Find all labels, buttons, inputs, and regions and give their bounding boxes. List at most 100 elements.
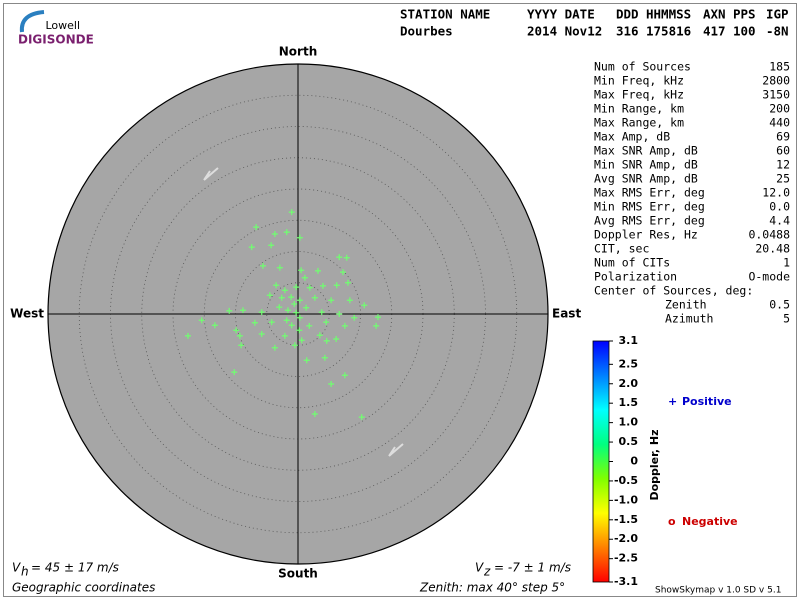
stat-label: Min SNR Amp, dB — [594, 158, 698, 172]
stat-value: 2800 — [762, 74, 790, 88]
arrow-decor — [388, 443, 404, 457]
colorbar-label: Doppler, Hz — [648, 429, 661, 500]
source-point — [321, 354, 328, 361]
stat-label: Max RMS Err, deg — [594, 186, 705, 200]
source-point — [271, 344, 278, 351]
source-point — [268, 242, 275, 249]
source-point — [323, 319, 330, 326]
source-point — [303, 357, 310, 364]
stat-value: 4.4 — [769, 214, 790, 228]
source-point — [276, 264, 283, 271]
source-point — [288, 294, 295, 301]
header-column: STATION NAME — [400, 7, 490, 22]
source-point — [311, 411, 318, 417]
source-point — [336, 311, 343, 317]
source-point — [293, 309, 300, 316]
source-point — [266, 292, 273, 299]
source-point — [311, 294, 318, 301]
source-point — [345, 279, 351, 286]
header-column: AXN — [703, 7, 726, 22]
stat-value: 20.48 — [755, 242, 790, 256]
source-point — [298, 267, 305, 274]
source-point — [198, 317, 205, 324]
stat-value: 440 — [769, 116, 790, 130]
source-point — [185, 332, 191, 339]
zenith-info: Zenith: max 40° step 5° — [419, 581, 565, 595]
source-point — [288, 209, 295, 216]
header-value: 316 — [616, 24, 639, 39]
colorbar-tick-label: 1.0 — [619, 416, 639, 429]
vh-text: = 45 ± 17 m/s — [31, 561, 119, 575]
colorbar-tick-label: -1.5 — [614, 513, 638, 526]
source-point — [293, 284, 300, 291]
header-column: PPS — [733, 7, 756, 22]
header-value: 417 — [703, 24, 726, 39]
source-point — [336, 254, 343, 261]
source-point — [358, 414, 365, 421]
source-point — [288, 322, 295, 329]
header-column: IGP — [766, 7, 789, 22]
source-point — [340, 269, 346, 276]
header-column: YYYY DATE — [527, 7, 595, 22]
stat-label: Max Amp, dB — [594, 130, 670, 144]
source-point — [341, 372, 348, 379]
source-point — [318, 309, 325, 316]
colorbar-tick-label: -1.0 — [614, 493, 638, 506]
source-point — [285, 307, 291, 314]
colorbar-tick-label: -2.0 — [614, 532, 638, 545]
source-point — [323, 337, 330, 344]
stat-value: 60 — [776, 144, 790, 158]
source-point — [320, 282, 326, 289]
source-point — [211, 322, 218, 329]
stat-label: Azimuth — [665, 312, 713, 326]
colorbar-tick-label: 2.0 — [619, 377, 639, 390]
stat-label: Max Freq, kHz — [594, 88, 684, 102]
legend-marker: o — [668, 515, 676, 528]
frame — [3, 3, 797, 597]
source-point — [278, 294, 285, 301]
source-point — [291, 342, 298, 349]
colorbar-tick-label: -0.5 — [614, 474, 638, 487]
source-point — [333, 336, 340, 342]
source-point — [373, 322, 380, 329]
header-column: DDD — [616, 7, 639, 22]
stat-value: 12.0 — [762, 186, 790, 200]
source-point — [283, 229, 290, 236]
source-point — [258, 309, 265, 316]
source-point — [236, 332, 243, 339]
source-point — [316, 332, 323, 339]
header-value: 100 — [733, 24, 756, 39]
logo-big: DIGISONDE — [18, 33, 94, 47]
source-point — [375, 314, 381, 321]
source-point — [296, 234, 303, 241]
source-point — [253, 224, 260, 231]
source-point — [281, 332, 288, 339]
source-point — [271, 231, 278, 237]
stat-label: Polarization — [594, 270, 677, 284]
stat-value: 185 — [769, 60, 790, 74]
source-point — [351, 314, 358, 321]
colorbar-tick-label: 2.5 — [619, 357, 639, 370]
stat-label: Min Range, km — [594, 102, 684, 116]
vz-sub: z — [483, 565, 491, 579]
source-point — [233, 327, 240, 334]
source-point — [248, 244, 255, 251]
stat-value: 0.0488 — [748, 228, 790, 242]
compass-west: West — [10, 307, 44, 321]
source-point — [268, 319, 275, 326]
stat-value: 12 — [776, 158, 790, 172]
colorbar-tick-label: -2.5 — [614, 552, 638, 565]
arrow-decor — [203, 167, 219, 181]
stat-value: 25 — [776, 172, 790, 186]
source-point — [298, 337, 305, 344]
stat-value: O-mode — [748, 270, 790, 284]
vh-sub: h — [21, 565, 29, 579]
header-value: -8N — [766, 24, 789, 39]
stat-value: 200 — [769, 102, 790, 116]
compass-east: East — [552, 307, 581, 321]
stat-label: Avg RMS Err, deg — [594, 214, 705, 228]
compass-north: North — [279, 45, 317, 59]
source-point — [296, 314, 303, 321]
